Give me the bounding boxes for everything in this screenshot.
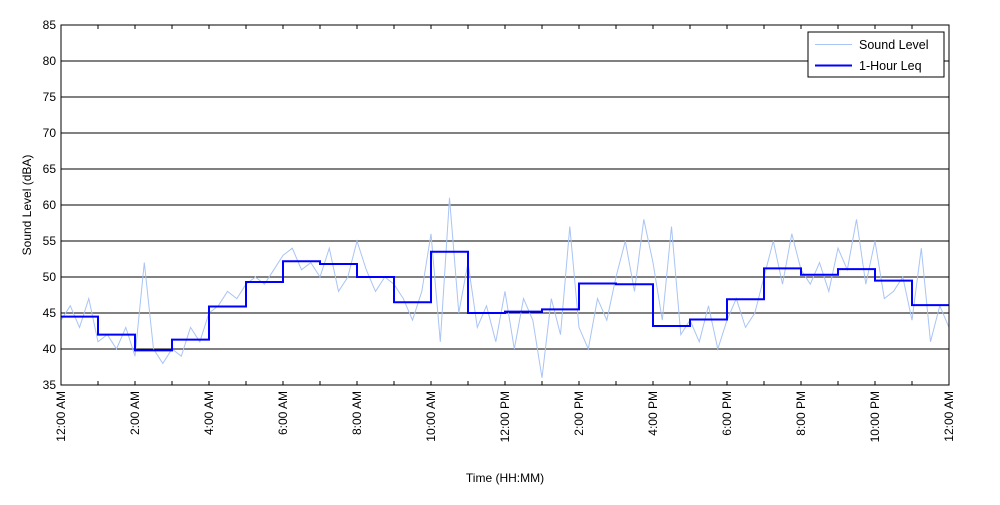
y-tick-label: 45 xyxy=(43,306,57,320)
x-tick-label: 6:00 PM xyxy=(720,391,734,436)
x-tick-label: 10:00 AM xyxy=(424,391,438,442)
y-tick-label: 75 xyxy=(43,90,57,104)
x-tick-label: 2:00 PM xyxy=(572,391,586,436)
y-tick-label: 35 xyxy=(43,378,57,392)
y-tick-label: 70 xyxy=(43,126,57,140)
y-tick-label: 60 xyxy=(43,198,57,212)
x-axis-label: Time (HH:MM) xyxy=(466,471,544,485)
y-tick-label: 65 xyxy=(43,162,57,176)
legend: Sound Level 1-Hour Leq xyxy=(807,31,945,78)
y-tick-label: 85 xyxy=(43,18,57,32)
y-tick-label: 55 xyxy=(43,234,57,248)
x-tick-label: 8:00 PM xyxy=(794,391,808,436)
x-axis-ticks: 12:00 AM 2:00 AM 4:00 AM 6:00 AM 8:00 AM 10:0… xyxy=(54,25,956,442)
y-axis-label: Sound Level (dBA) xyxy=(20,155,34,256)
legend-box xyxy=(807,31,945,78)
x-tick-label: 4:00 AM xyxy=(202,391,216,435)
y-tick-label: 80 xyxy=(43,54,57,68)
x-tick-label: 6:00 AM xyxy=(276,391,290,435)
x-tick-label: 10:00 PM xyxy=(868,391,882,442)
leq-series xyxy=(61,250,949,352)
x-tick-label: 8:00 AM xyxy=(350,391,364,435)
x-tick-label: 12:00 PM xyxy=(498,391,512,442)
x-tick-label: 12:00 AM xyxy=(942,391,956,442)
legend-label-sound-level: Sound Level xyxy=(859,38,929,52)
x-tick-label: 2:00 AM xyxy=(128,391,142,435)
x-tick-label: 4:00 PM xyxy=(646,391,660,436)
leq-step-line xyxy=(61,250,949,352)
y-tick-label: 50 xyxy=(43,270,57,284)
y-axis-ticks: 35 40 45 50 55 60 65 70 75 80 85 xyxy=(43,18,949,392)
y-tick-label: 40 xyxy=(43,342,57,356)
legend-label-leq: 1-Hour Leq xyxy=(859,59,922,73)
x-tick-label: 12:00 AM xyxy=(54,391,68,442)
